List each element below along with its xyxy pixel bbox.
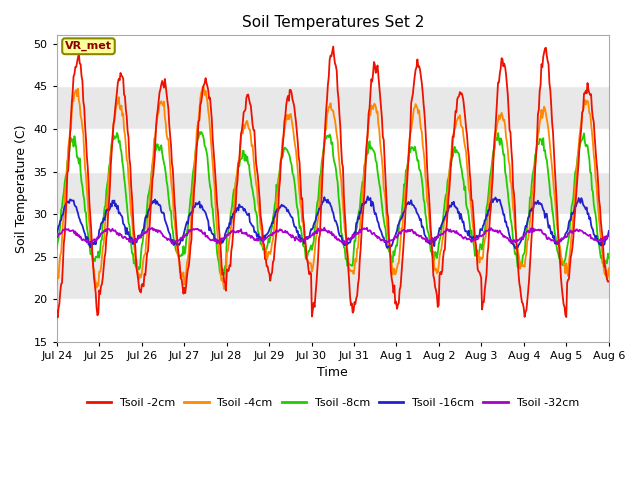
Y-axis label: Soil Temperature (C): Soil Temperature (C) <box>15 124 28 253</box>
Bar <box>57 129 609 171</box>
Bar <box>57 300 609 342</box>
Bar <box>57 44 609 86</box>
Title: Soil Temperatures Set 2: Soil Temperatures Set 2 <box>241 15 424 30</box>
Bar <box>57 257 609 300</box>
X-axis label: Time: Time <box>317 367 348 380</box>
Bar <box>57 214 609 257</box>
Text: VR_met: VR_met <box>65 41 112 51</box>
Legend: Tsoil -2cm, Tsoil -4cm, Tsoil -8cm, Tsoil -16cm, Tsoil -32cm: Tsoil -2cm, Tsoil -4cm, Tsoil -8cm, Tsoi… <box>82 394 584 412</box>
Bar <box>57 86 609 129</box>
Bar <box>57 171 609 214</box>
